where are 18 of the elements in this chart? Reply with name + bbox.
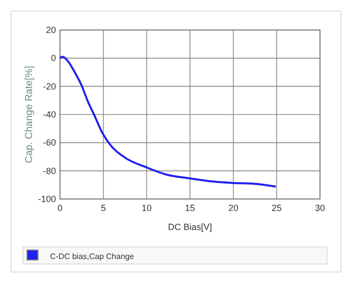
x-tick-label: 25 — [272, 203, 282, 213]
y-tick-label: -20 — [42, 81, 56, 92]
y-axis-title: Cap. Change Rate[%] — [24, 66, 35, 164]
y-tick-label: -60 — [42, 138, 56, 148]
x-tick-label: 10 — [142, 203, 152, 213]
y-tick-label: -40 — [42, 110, 56, 120]
x-tick-label: 0 — [57, 203, 63, 213]
y-tick-label: 20 — [46, 25, 56, 35]
y-tick-label: 0 — [50, 53, 56, 64]
x-axis-title: DC Bias[V] — [168, 222, 212, 232]
x-tick-label: 20 — [228, 203, 238, 213]
x-tick-label: 15 — [184, 203, 196, 213]
x-tick-label: 30 — [314, 203, 326, 213]
y-tick-label: -80 — [42, 166, 56, 176]
y-tick-label: -100 — [38, 194, 56, 204]
legend-label: C-DC bias,Cap Change — [50, 252, 135, 261]
line-series — [59, 56, 277, 188]
x-tick-label: 5 — [100, 203, 106, 213]
